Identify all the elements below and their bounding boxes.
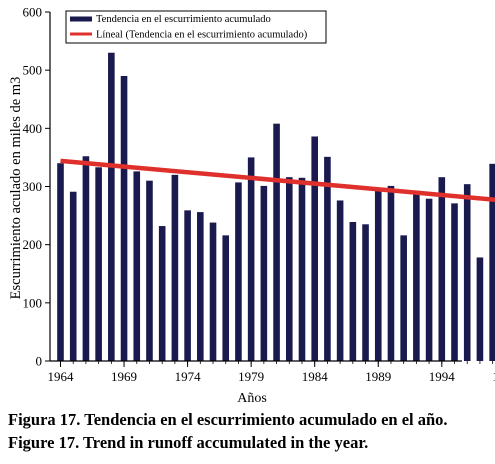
- bar-1968: [108, 52, 115, 361]
- x-axis-label: Años: [237, 391, 267, 406]
- chart: 0 100 200 300 400 500 600 1964 1969 1974 1979 1984 1…: [8, 5, 495, 406]
- x-tick-label: 1964: [48, 369, 75, 384]
- bar-1998: [489, 163, 495, 361]
- x-tick-label: 1989: [365, 369, 391, 384]
- bar-1969: [120, 75, 128, 361]
- bar-1997: [476, 257, 484, 361]
- bar-1975: [197, 212, 204, 361]
- bar-1991: [400, 235, 407, 361]
- bar-1964: [57, 163, 64, 361]
- bar-1993: [425, 198, 433, 361]
- axes-layer: 0 100 200 300 400 500 600 1964 1969 1974 1979 1984 1…: [23, 5, 495, 385]
- x-tick-label: 1969: [111, 369, 137, 384]
- y-tick-label: 300: [23, 179, 43, 194]
- legend-box: [65, 10, 327, 44]
- bar-1966: [82, 156, 90, 361]
- bar-1992: [413, 190, 420, 361]
- bar-1984: [311, 136, 318, 361]
- bar-1981: [273, 123, 280, 362]
- bar-1987: [349, 221, 357, 361]
- legend-label-bars: Tendencia en el escurrimiento acumulado: [96, 14, 271, 25]
- legend-label-trend: Líneal (Tendencia en el escurrimiento ac…: [96, 30, 308, 41]
- bar-1974: [184, 210, 191, 361]
- bar-1988: [362, 224, 369, 361]
- bar-1971: [146, 180, 153, 361]
- bar-1996: [463, 184, 471, 361]
- bar-1990: [387, 185, 395, 361]
- y-tick-label: 200: [23, 237, 43, 252]
- bar-1976: [209, 222, 217, 361]
- y-tick-label: 400: [23, 121, 43, 136]
- caption-spanish: Figura 17. Tendencia en el escurrimiento…: [8, 410, 448, 429]
- bar-1989: [374, 188, 382, 361]
- x-tick-label: 1999: [492, 369, 495, 384]
- bar-1967: [95, 167, 102, 361]
- bar-1979: [247, 157, 255, 361]
- legend: Tendencia en el escurrimiento acumulado …: [65, 10, 327, 44]
- bar-1994: [438, 177, 446, 361]
- x-tick-label: 1994: [429, 369, 456, 384]
- y-tick-label: 100: [23, 295, 43, 310]
- x-tick-label: 1979: [238, 369, 264, 384]
- bar-1977: [222, 235, 230, 361]
- x-tick-label: 1984: [302, 369, 329, 384]
- bar-1973: [171, 174, 179, 361]
- y-tick-label: 500: [23, 63, 43, 78]
- bar-1972: [158, 226, 166, 361]
- bar-1983: [298, 177, 306, 361]
- bar-1978: [235, 182, 242, 361]
- x-tick-label: 1974: [175, 369, 202, 384]
- bar-1970: [133, 171, 141, 361]
- bar-1995: [451, 203, 458, 361]
- bar-1980: [260, 185, 268, 361]
- bar-1986: [336, 200, 344, 361]
- legend-swatch-bars: [70, 16, 92, 22]
- bar-1985: [324, 156, 331, 361]
- bar-1965: [69, 191, 77, 361]
- y-tick-label: 0: [36, 354, 43, 369]
- y-tick-label: 600: [23, 5, 43, 20]
- caption-english: Figure 17. Trend in runoff accumulated i…: [8, 433, 369, 452]
- bars-layer: [57, 52, 495, 362]
- bar-1982: [285, 177, 293, 361]
- y-axis-label: Escurrimiento aculado en miles de m3: [8, 77, 24, 300]
